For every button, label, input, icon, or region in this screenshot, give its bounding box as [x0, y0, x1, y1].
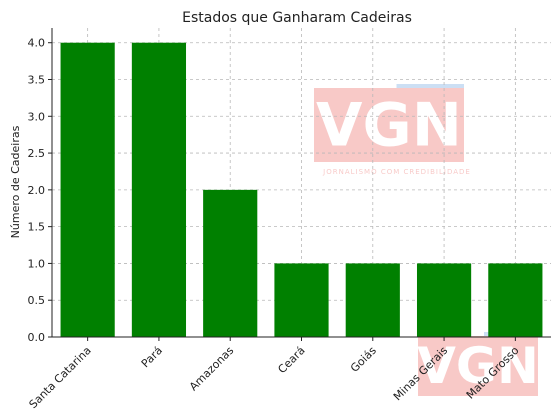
y-tick-label: 0.0 [28, 331, 46, 344]
watermark-bottom-right: VGN [417, 332, 539, 396]
watermark-accent [396, 84, 464, 162]
y-axis-label: Número de Cadeiras [9, 125, 22, 238]
x-tick-label: Goiás [348, 344, 379, 375]
watermark-logo-text: VGN [316, 91, 462, 161]
bar [488, 263, 543, 337]
x-tick-label: Pará [139, 344, 165, 370]
bar [60, 42, 115, 337]
y-tick-label: 0.5 [28, 294, 46, 307]
y-tick-label: 3.5 [28, 74, 46, 87]
y-tick-label: 4.0 [28, 37, 46, 50]
bar [416, 263, 472, 337]
watermark-logo-text: VGN [417, 337, 539, 395]
bar [203, 189, 258, 337]
watermark-box [418, 336, 538, 396]
watermark-tagline: JORNALISMO COM CREDIBILIDADE [322, 168, 471, 176]
y-tick-label: 3.0 [28, 110, 46, 123]
x-tick-label: Santa Catarina [27, 344, 94, 411]
y-tick-label: 2.0 [28, 184, 46, 197]
x-tick-label: Amazonas [187, 344, 237, 394]
watermark-layer: VGN JORNALISMO COM CREDIBILIDADE VGN [314, 84, 539, 396]
y-tick-label: 1.0 [28, 257, 46, 270]
bar [274, 263, 329, 337]
chart-title: Estados que Ganharam Cadeiras [182, 10, 412, 26]
x-tick-label: Ceará [275, 344, 307, 376]
bar-layer [60, 42, 543, 337]
y-tick-label: 2.5 [28, 147, 46, 160]
bar [131, 42, 187, 337]
watermark-accent [484, 332, 538, 396]
bar [345, 263, 400, 337]
watermark-center: VGN JORNALISMO COM CREDIBILIDADE [314, 84, 471, 176]
y-tick-label: 1.5 [28, 221, 46, 234]
watermark-box [314, 88, 464, 162]
